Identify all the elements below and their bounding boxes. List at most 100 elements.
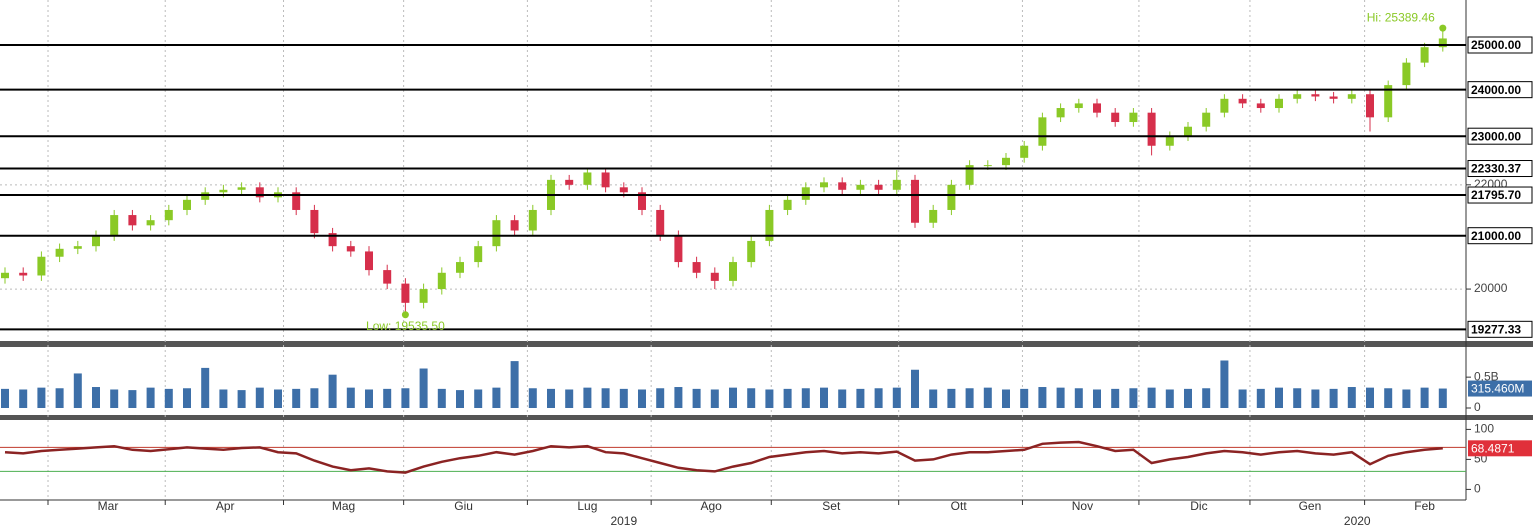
x-tick-label: Nov — [1072, 499, 1093, 513]
level-label: 21000.00 — [1471, 229, 1521, 243]
candle-body — [1038, 117, 1047, 146]
volume-bar — [947, 388, 956, 408]
separator — [0, 341, 1533, 347]
candle-body — [255, 187, 264, 198]
candle-body — [1347, 94, 1356, 99]
x-tick-label: Mag — [332, 499, 355, 513]
level-box — [1467, 186, 1533, 204]
volume-bar — [183, 388, 191, 408]
candle-body — [1329, 96, 1338, 99]
separator — [0, 415, 1533, 420]
volume-bar — [1, 388, 9, 408]
last-value-box — [1468, 380, 1532, 397]
candle-body — [456, 262, 464, 273]
volume-bar — [437, 388, 446, 408]
candle-body — [128, 215, 137, 226]
candle-body — [437, 272, 446, 290]
annotation: Hi: 25389.46 — [1367, 10, 1435, 24]
candle-body — [401, 283, 410, 303]
candle-body — [638, 192, 646, 210]
candle-body — [874, 184, 883, 190]
candle-body — [1184, 126, 1192, 137]
candle-body — [183, 199, 191, 210]
volume-bar — [801, 388, 810, 408]
candle-body — [583, 172, 592, 185]
volume-bar — [1420, 387, 1429, 408]
volume-bar — [1347, 387, 1356, 408]
y-tick-label: 20000 — [1474, 281, 1508, 295]
volume-bar — [929, 389, 938, 408]
candle-body — [201, 192, 210, 200]
volume-bar — [838, 389, 847, 408]
candle-body — [237, 187, 246, 190]
candle-body — [965, 165, 974, 185]
volume-bar — [547, 388, 555, 408]
candle-body — [1311, 94, 1320, 97]
candle-body — [1111, 112, 1120, 123]
candle-body — [164, 209, 173, 221]
volume-bar — [456, 390, 464, 408]
x-tick-label: Gen — [1299, 499, 1322, 513]
last-value-box — [1468, 440, 1532, 457]
candle-body — [1147, 112, 1156, 146]
candle-body — [710, 272, 719, 281]
volume-bar — [55, 388, 64, 408]
candle-body — [1384, 85, 1393, 118]
candle-body — [820, 182, 828, 188]
volume-bar — [1038, 387, 1047, 408]
volume-bar — [1220, 360, 1229, 408]
rsi-line — [4, 440, 1443, 474]
candle-body — [1293, 94, 1302, 99]
candle-body — [1202, 112, 1211, 127]
candle-body — [747, 240, 756, 263]
candle-body — [346, 246, 355, 252]
volume-bar — [1111, 388, 1120, 408]
volume-bar — [729, 387, 737, 408]
volume-bar — [601, 388, 610, 408]
volume-bar — [492, 387, 501, 408]
volume-bar — [255, 387, 264, 408]
candle-body — [37, 256, 46, 276]
volume-bar — [73, 373, 82, 408]
candle-body — [1056, 108, 1065, 118]
candle-body — [1129, 112, 1138, 123]
volume-bar — [1384, 388, 1393, 408]
candle-body — [1438, 38, 1447, 48]
candle-body — [619, 187, 628, 193]
candle-body — [656, 209, 665, 236]
volume-bar — [510, 361, 519, 408]
level-box — [1467, 36, 1533, 54]
year-label: 2019 — [610, 514, 637, 528]
volume-bar — [820, 387, 828, 408]
volume-bar — [892, 387, 901, 408]
level-box — [1467, 320, 1533, 338]
candle-body — [365, 251, 373, 271]
volume-bar — [1056, 387, 1065, 408]
volume-bar — [401, 388, 410, 408]
volume-bar — [583, 387, 592, 408]
volume-bar — [92, 387, 100, 408]
candle-body — [292, 192, 301, 210]
volume-bar — [146, 387, 155, 408]
last-value-label: 315.460M — [1471, 382, 1524, 396]
candle-body — [565, 179, 574, 185]
volume-bar — [1184, 388, 1192, 408]
candle-body — [1020, 145, 1029, 158]
volume-bar — [383, 388, 392, 408]
candle-body — [729, 262, 737, 281]
candle-body — [219, 189, 228, 193]
volume-bar — [783, 388, 792, 408]
volume-bar — [765, 389, 774, 408]
volume-bar — [1020, 388, 1029, 408]
volume-bar — [674, 387, 683, 408]
level-label: 19277.33 — [1471, 322, 1521, 336]
x-tick-label: Apr — [216, 499, 235, 513]
high-marker — [1439, 24, 1447, 32]
annotation: Low: 19535.50 — [366, 319, 445, 333]
level-box — [1467, 81, 1533, 99]
volume-bar — [1165, 389, 1174, 408]
candle-body — [528, 209, 537, 231]
candle-body — [856, 184, 865, 190]
volume-bar — [1329, 388, 1338, 408]
